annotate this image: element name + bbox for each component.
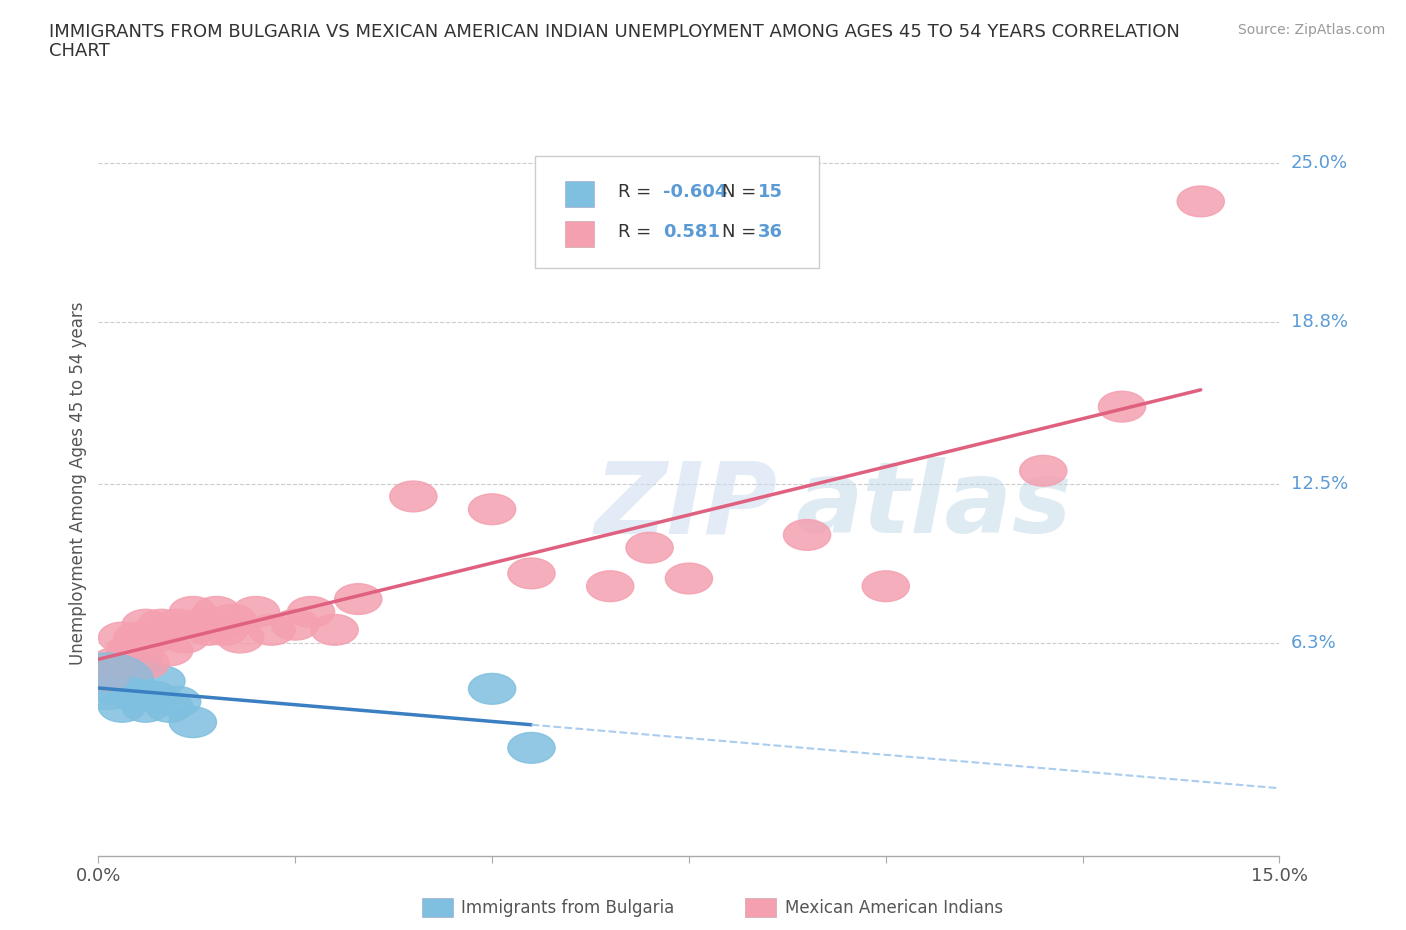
Text: 0.581: 0.581	[664, 223, 720, 241]
Ellipse shape	[311, 615, 359, 645]
Ellipse shape	[153, 686, 201, 717]
Text: IMMIGRANTS FROM BULGARIA VS MEXICAN AMERICAN INDIAN UNEMPLOYMENT AMONG AGES 45 T: IMMIGRANTS FROM BULGARIA VS MEXICAN AMER…	[49, 23, 1180, 41]
Ellipse shape	[271, 609, 319, 640]
Ellipse shape	[146, 691, 193, 723]
Ellipse shape	[169, 707, 217, 737]
Ellipse shape	[287, 596, 335, 627]
Ellipse shape	[114, 648, 162, 679]
Ellipse shape	[114, 622, 162, 653]
Text: 12.5%: 12.5%	[1291, 474, 1348, 493]
Ellipse shape	[1019, 456, 1067, 486]
Text: Mexican American Indians: Mexican American Indians	[785, 898, 1002, 917]
Text: 25.0%: 25.0%	[1291, 153, 1348, 172]
Ellipse shape	[783, 520, 831, 551]
Ellipse shape	[508, 733, 555, 764]
Ellipse shape	[468, 673, 516, 704]
FancyBboxPatch shape	[565, 221, 595, 247]
Ellipse shape	[389, 481, 437, 512]
Text: CHART: CHART	[49, 42, 110, 60]
Text: N =: N =	[723, 223, 756, 241]
Ellipse shape	[665, 564, 713, 594]
Y-axis label: Unemployment Among Ages 45 to 54 years: Unemployment Among Ages 45 to 54 years	[69, 302, 87, 665]
Ellipse shape	[1098, 392, 1146, 422]
Ellipse shape	[335, 584, 382, 615]
Ellipse shape	[153, 609, 201, 640]
Ellipse shape	[83, 660, 129, 691]
Ellipse shape	[169, 596, 217, 627]
Ellipse shape	[1177, 186, 1225, 217]
Text: 6.3%: 6.3%	[1291, 633, 1336, 652]
Ellipse shape	[468, 494, 516, 525]
Ellipse shape	[107, 635, 153, 666]
Text: Immigrants from Bulgaria: Immigrants from Bulgaria	[461, 898, 675, 917]
Text: N =: N =	[723, 183, 756, 201]
Ellipse shape	[122, 648, 169, 679]
Ellipse shape	[129, 622, 177, 653]
Ellipse shape	[208, 604, 256, 635]
Ellipse shape	[247, 615, 295, 645]
Ellipse shape	[586, 571, 634, 602]
Text: ZIP: ZIP	[595, 458, 778, 554]
Ellipse shape	[98, 660, 146, 691]
Text: 15: 15	[758, 183, 783, 201]
Ellipse shape	[232, 596, 280, 627]
Ellipse shape	[107, 666, 153, 697]
Ellipse shape	[98, 622, 146, 653]
Ellipse shape	[114, 681, 162, 712]
Ellipse shape	[83, 660, 129, 691]
Ellipse shape	[138, 666, 186, 697]
Text: atlas: atlas	[796, 458, 1071, 554]
Ellipse shape	[186, 615, 232, 645]
Text: -0.604: -0.604	[664, 183, 727, 201]
Ellipse shape	[129, 681, 177, 712]
Ellipse shape	[122, 609, 169, 640]
Ellipse shape	[177, 609, 225, 640]
Ellipse shape	[59, 653, 153, 710]
Ellipse shape	[862, 571, 910, 602]
Ellipse shape	[90, 648, 138, 679]
Ellipse shape	[162, 622, 208, 653]
Ellipse shape	[626, 532, 673, 564]
FancyBboxPatch shape	[565, 180, 595, 206]
Ellipse shape	[508, 558, 555, 589]
Ellipse shape	[90, 673, 138, 704]
Ellipse shape	[138, 609, 186, 640]
Text: 18.8%: 18.8%	[1291, 313, 1347, 331]
Text: 36: 36	[758, 223, 783, 241]
Text: Source: ZipAtlas.com: Source: ZipAtlas.com	[1237, 23, 1385, 37]
Ellipse shape	[193, 596, 240, 627]
Ellipse shape	[98, 691, 146, 723]
Ellipse shape	[146, 635, 193, 666]
Ellipse shape	[217, 622, 264, 653]
Ellipse shape	[122, 691, 169, 723]
Ellipse shape	[201, 615, 247, 645]
Text: R =: R =	[619, 223, 651, 241]
FancyBboxPatch shape	[536, 156, 818, 268]
Text: R =: R =	[619, 183, 651, 201]
